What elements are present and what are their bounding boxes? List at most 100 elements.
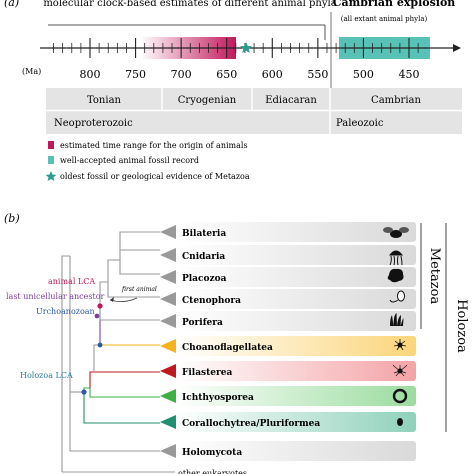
taxon-label: Porifera xyxy=(182,318,223,328)
comb-jelly-icon xyxy=(389,290,405,303)
tick-label: 800 xyxy=(80,68,101,81)
taxon-box xyxy=(176,441,416,461)
taxon-boxes xyxy=(176,222,416,461)
taxon-box xyxy=(176,386,416,406)
first-animal-arrow-icon xyxy=(109,297,138,302)
legend-swatch-origin xyxy=(48,141,54,149)
taxon-label: Ctenophora xyxy=(182,296,241,306)
animal-lca-label: animal LCA xyxy=(48,277,95,286)
branch-ctenophora xyxy=(107,282,160,298)
legend-origin: estimated time range for the origin of a… xyxy=(60,141,248,150)
axis-arrow-icon xyxy=(453,44,461,52)
panel-b-letter: (b) xyxy=(4,212,20,225)
branch-root xyxy=(61,255,70,472)
tick-label: 550 xyxy=(307,68,328,81)
branch-placozoa xyxy=(119,260,160,275)
ma-label: (Ma) xyxy=(22,67,41,76)
taxon-label: Placozoa xyxy=(182,274,227,284)
explosion-sub: (all extant animal phyla) xyxy=(341,15,428,23)
choanoflagellate-icon xyxy=(393,339,407,351)
period-tonian: Tonian xyxy=(87,95,122,106)
clade-triangle xyxy=(160,415,176,429)
animal-lca-node xyxy=(97,303,103,309)
taxon-label: Choanoflagellatea xyxy=(182,343,273,353)
period-row xyxy=(46,88,462,110)
taxon-label: Holomycota xyxy=(182,448,242,458)
legend-evidence: oldest fossil or geological evidence of … xyxy=(60,172,250,181)
unicellular-ancestor-node xyxy=(94,313,100,319)
legend-star-icon xyxy=(45,171,57,181)
first-animal-label: first animal xyxy=(121,286,157,293)
taxon-label: Filasterea xyxy=(182,368,232,378)
jellyfish-icon xyxy=(388,250,404,266)
tick-label: 450 xyxy=(399,68,420,81)
clade-triangle xyxy=(160,364,176,378)
bee-icon xyxy=(383,227,409,238)
taxon-box xyxy=(176,245,416,265)
branch-porifera xyxy=(99,306,160,321)
tick-label: 750 xyxy=(125,68,146,81)
taxon-box xyxy=(176,289,416,309)
tick-label: 650 xyxy=(216,68,237,81)
urchoanozoan-label: Urchoanozoan xyxy=(36,307,95,316)
explosion-title: Cambrian explosion xyxy=(333,0,456,9)
branch-holomycota xyxy=(69,256,160,452)
clock-caption: molecular clock-based estimates of diffe… xyxy=(43,0,336,9)
period-cryogenian: Cryogenian xyxy=(178,95,237,106)
taxon-box xyxy=(176,361,416,381)
branch-corallochytrea xyxy=(83,392,160,424)
metazoa-evidence-star-icon xyxy=(240,42,252,53)
legend-swatch-fossil xyxy=(48,156,54,164)
holozoa-label: Holozoa xyxy=(454,299,469,353)
clade-triangle xyxy=(160,389,176,403)
panel-a-letter: (a) xyxy=(4,0,19,9)
placozoa-icon xyxy=(387,268,404,283)
era-row xyxy=(46,111,462,134)
taxon-box xyxy=(176,412,416,432)
clade-triangle xyxy=(160,270,176,284)
unicellular-label: last unicellular ancestor xyxy=(6,292,105,301)
taxon-box xyxy=(176,222,416,242)
tick-label: 500 xyxy=(353,68,374,81)
era-paleozoic: Paleozoic xyxy=(336,118,384,129)
era-neoproterozoic: Neoproterozoic xyxy=(54,118,133,129)
clade-triangle xyxy=(160,292,176,306)
clade-triangles xyxy=(160,225,176,458)
phylogeny-tree xyxy=(61,231,175,473)
ichthyosporea-icon xyxy=(392,388,408,404)
branch-cnidaria xyxy=(119,231,160,260)
first-animal-arrowhead xyxy=(110,297,114,302)
clade-triangle xyxy=(160,444,176,458)
metazoa-label: Metazoa xyxy=(427,248,442,305)
period-cambrian: Cambrian xyxy=(371,95,421,106)
branch-para xyxy=(107,259,120,282)
taxon-box xyxy=(176,311,416,331)
branch-ichthyosporea xyxy=(89,388,160,398)
corallochytrea-icon xyxy=(397,418,403,426)
urchoanozoan-node xyxy=(97,342,103,348)
taxon-label: Ichthyosporea xyxy=(182,393,254,403)
tick-label: 600 xyxy=(262,68,283,81)
branch-choano-stem xyxy=(93,344,100,372)
taxon-box xyxy=(176,336,416,356)
taxon-label: Bilateria xyxy=(182,229,226,239)
branch-eumetazoa xyxy=(99,281,108,306)
clade-triangle xyxy=(160,225,176,239)
clade-triangle xyxy=(160,314,176,328)
branch-filasterea-stem xyxy=(89,371,94,388)
filasterea-icon xyxy=(392,364,408,377)
clade-triangle xyxy=(160,339,176,353)
taxon-label: Corallochytrea/Pluriformea xyxy=(182,419,320,429)
taxon-label: other eukaryotes xyxy=(178,469,247,474)
holozoa-lca-label: Holozoa LCA xyxy=(20,371,73,380)
sponge-icon xyxy=(390,313,404,326)
taxon-box xyxy=(176,267,416,287)
organism-icons xyxy=(383,227,409,426)
major-ticks xyxy=(89,38,410,58)
clade-triangle xyxy=(160,248,176,262)
period-ediacaran: Ediacaran xyxy=(265,95,317,106)
holozoa-lca-node xyxy=(81,389,87,395)
legend-fossil: well-accepted animal fossil record xyxy=(60,156,199,165)
taxon-label: Cnidaria xyxy=(182,252,225,262)
